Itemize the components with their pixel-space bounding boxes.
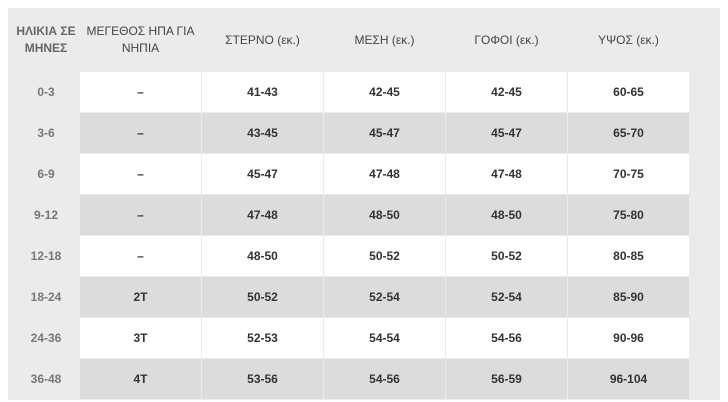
table-row: 12-18–48-50 50-52 50-52 80-85 xyxy=(13,236,689,277)
table-cell: 48-50 xyxy=(446,195,567,236)
table-cell: 2T xyxy=(80,277,201,318)
column-header: ΥΨΟΣ (εκ.) xyxy=(568,8,689,72)
table-cell: 47-48 xyxy=(324,154,445,195)
table-cell: 47-48 xyxy=(446,154,567,195)
column-header: ΗΛΙΚΙΑ ΣΕ ΜΗΝΕΣ xyxy=(13,8,79,72)
table-cell: 65-70 xyxy=(568,113,689,154)
table-cell: 53-56 xyxy=(202,359,323,400)
table-cell: 85-90 xyxy=(568,277,689,318)
column-header: ΣΤΕΡΝΟ (εκ.) xyxy=(202,8,323,72)
table-cell: 47-48 xyxy=(202,195,323,236)
table-row: 9-12–47-48 48-50 48-50 75-80 xyxy=(13,195,689,236)
table-row: 6-9–45-47 47-48 47-48 70-75 xyxy=(13,154,689,195)
age-cell: 0-3 xyxy=(13,72,79,113)
table-cell: 50-52 xyxy=(446,236,567,277)
table-cell: 54-56 xyxy=(446,318,567,359)
table-cell: – xyxy=(80,236,201,277)
age-cell: 12-18 xyxy=(13,236,79,277)
table-cell: 43-45 xyxy=(202,113,323,154)
table-cell: 75-80 xyxy=(568,195,689,236)
table-cell: 90-96 xyxy=(568,318,689,359)
table-cell: 41-43 xyxy=(202,72,323,113)
age-cell: 18-24 xyxy=(13,277,79,318)
table-cell: 45-47 xyxy=(446,113,567,154)
column-header: ΓΟΦΟΙ (εκ.) xyxy=(446,8,567,72)
table-cell: 50-52 xyxy=(324,236,445,277)
table-row: 24-36 3T 52-53 54-54 54-56 90-96 xyxy=(13,318,689,359)
table-cell: – xyxy=(80,195,201,236)
table-cell: 48-50 xyxy=(202,236,323,277)
column-header: ΜΕΣΗ (εκ.) xyxy=(324,8,445,72)
age-cell: 9-12 xyxy=(13,195,79,236)
table-row: 18-24 2T 50-52 52-54 52-54 85-90 xyxy=(13,277,689,318)
header-row: ΗΛΙΚΙΑ ΣΕ ΜΗΝΕΣ ΜΕΓΕΘΟΣ ΗΠΑ ΓΙΑ ΝΗΠΙΑ ΣΤΕΡ… xyxy=(13,8,689,72)
table-cell: 48-50 xyxy=(324,195,445,236)
table-cell: 50-52 xyxy=(202,277,323,318)
table-cell: 60-65 xyxy=(568,72,689,113)
table-cell: 54-56 xyxy=(324,359,445,400)
table-cell: 52-54 xyxy=(324,277,445,318)
age-cell: 3-6 xyxy=(13,113,79,154)
table-cell: – xyxy=(80,113,201,154)
table-row: 36-48 4T 53-56 54-56 56-59 96-104 xyxy=(13,359,689,400)
table-cell: 4T xyxy=(80,359,201,400)
table-cell: 52-53 xyxy=(202,318,323,359)
table-cell: 54-54 xyxy=(324,318,445,359)
table-cell: 3T xyxy=(80,318,201,359)
table-cell: 42-45 xyxy=(324,72,445,113)
table-cell: 45-47 xyxy=(324,113,445,154)
table-cell: 80-85 xyxy=(568,236,689,277)
table-row: 3-6–43-45 45-47 45-47 65-70 xyxy=(13,113,689,154)
table-cell: 96-104 xyxy=(568,359,689,400)
size-table: ΗΛΙΚΙΑ ΣΕ ΜΗΝΕΣ ΜΕΓΕΘΟΣ ΗΠΑ ΓΙΑ ΝΗΠΙΑ ΣΤΕΡ… xyxy=(12,8,690,400)
size-table-panel: ΗΛΙΚΙΑ ΣΕ ΜΗΝΕΣ ΜΕΓΕΘΟΣ ΗΠΑ ΓΙΑ ΝΗΠΙΑ ΣΤΕΡ… xyxy=(8,8,720,400)
table-cell: 45-47 xyxy=(202,154,323,195)
table-cell: 42-45 xyxy=(446,72,567,113)
table-cell: 52-54 xyxy=(446,277,567,318)
table-cell: – xyxy=(80,72,201,113)
table-cell: 56-59 xyxy=(446,359,567,400)
age-cell: 24-36 xyxy=(13,318,79,359)
column-header: ΜΕΓΕΘΟΣ ΗΠΑ ΓΙΑ ΝΗΠΙΑ xyxy=(80,8,201,72)
table-cell: – xyxy=(80,154,201,195)
age-cell: 6-9 xyxy=(13,154,79,195)
age-cell: 36-48 xyxy=(13,359,79,400)
table-cell: 70-75 xyxy=(568,154,689,195)
table-row: 0-3–41-43 42-45 42-45 60-65 xyxy=(13,72,689,113)
